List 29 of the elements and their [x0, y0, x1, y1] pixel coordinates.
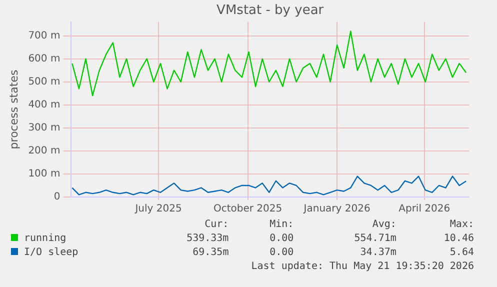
- text: Min:: [268, 218, 295, 232]
- text: 539.33m: [186, 232, 230, 246]
- text: Last update: Thu May 21 19:35:20 2026: [250, 260, 475, 274]
- text: 0.00: [268, 232, 295, 246]
- text: Cur:: [204, 218, 230, 232]
- y-tick-label: 600 m: [28, 53, 60, 64]
- text: Max:: [448, 218, 475, 232]
- y-tick-label: 0: [54, 192, 60, 203]
- text: 69.35m: [192, 246, 230, 260]
- y-tick-label: 700 m: [28, 30, 60, 42]
- y-tick-label: 500 m: [28, 76, 60, 88]
- x-tick-label: January 2026: [302, 204, 370, 215]
- text: 554.71m: [353, 232, 398, 246]
- x-tick-label: October 2025: [213, 204, 282, 215]
- text: 0.00: [268, 246, 295, 260]
- y-tick-label: 300 m: [28, 122, 60, 134]
- y-tick-label: 100 m: [28, 168, 60, 180]
- text: 10.46: [442, 232, 475, 246]
- y-tick-label: 200 m: [28, 146, 60, 157]
- y-axis-title: process states: [7, 70, 20, 150]
- x-tick-label: July 2025: [134, 204, 182, 215]
- x-tick-label: April 2026: [398, 204, 450, 215]
- legend-label: I/O sleep: [23, 246, 80, 260]
- text: 34.37m: [359, 246, 398, 260]
- chart-title: VMstat - by year: [216, 3, 324, 18]
- legend-label: running: [23, 232, 68, 246]
- text: 5.64: [448, 246, 475, 260]
- y-tick-label: 400 m: [28, 99, 60, 110]
- text: Avg:: [371, 218, 398, 232]
